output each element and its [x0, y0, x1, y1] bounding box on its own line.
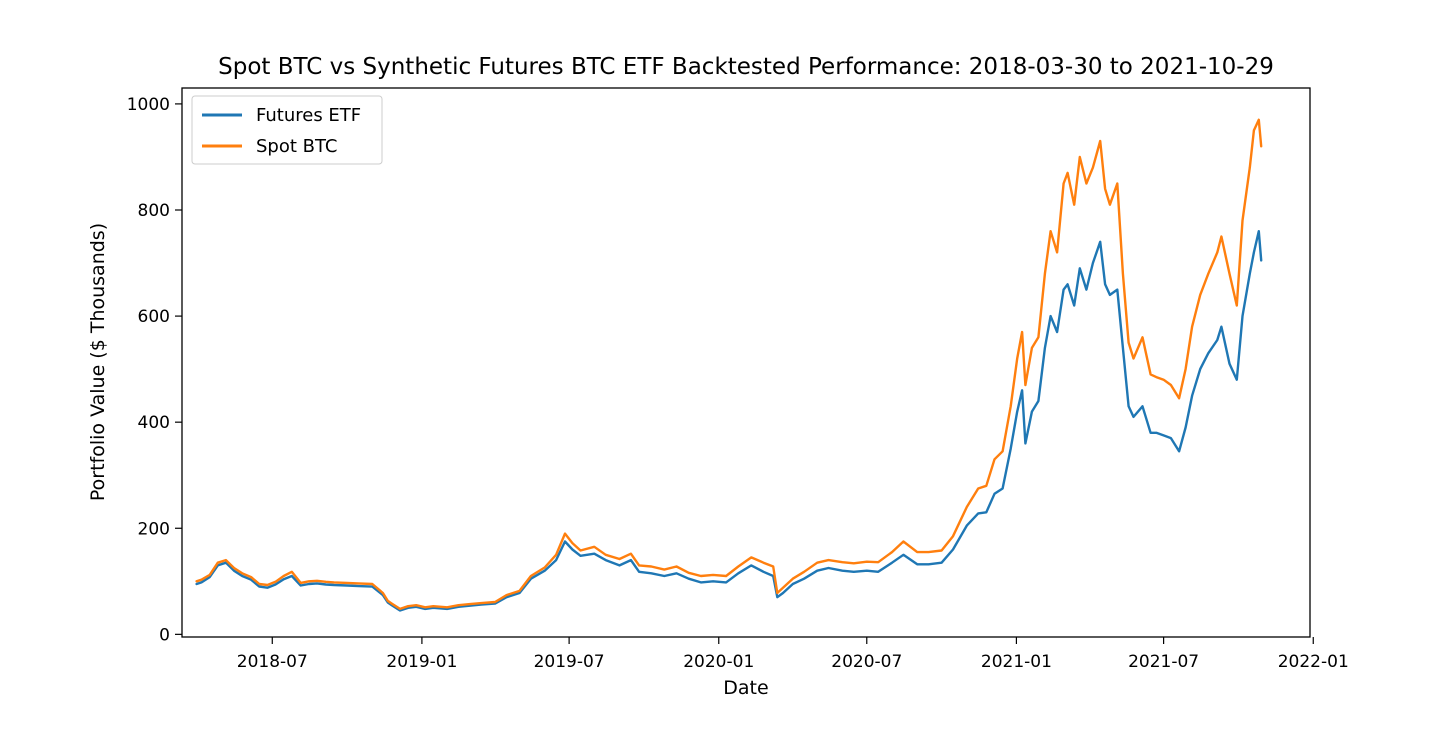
series-layer: [195, 118, 1263, 612]
plot-area-frame: [181, 87, 1311, 638]
x-axis-label: Date: [723, 677, 768, 699]
y-axis: 0 200 400 600 800 1000: [127, 95, 182, 645]
legend-label-spot-btc: Spot BTC: [256, 136, 338, 157]
x-tick-label: 2022-01: [1278, 652, 1349, 672]
y-tick-label: 800: [138, 201, 170, 221]
y-axis-label: Portfolio Value ($ Thousands): [87, 223, 109, 501]
x-tick-label: 2021-07: [1128, 652, 1199, 672]
y-tick-label: 1000: [127, 95, 170, 115]
series-line-futures-etf: [195, 229, 1263, 612]
legend-label-futures-etf: Futures ETF: [256, 105, 361, 126]
x-axis: 2018-07 2019-01 2019-07 2020-01 2020-07 2021-…: [237, 637, 1349, 672]
x-tick-label: 2019-07: [534, 652, 605, 672]
x-tick-label: 2018-07: [237, 652, 308, 672]
y-tick-label: 400: [138, 413, 170, 433]
y-tick-label: 0: [159, 625, 170, 645]
x-tick-label: 2020-01: [683, 652, 754, 672]
x-tick-label: 2019-01: [386, 652, 457, 672]
x-tick-label: 2020-07: [831, 652, 902, 672]
y-tick-label: 200: [138, 519, 170, 539]
series-line-spot-btc: [195, 118, 1263, 611]
legend: Futures ETF Spot BTC: [191, 95, 383, 165]
y-tick-label: 600: [138, 307, 170, 327]
chart-title: Spot BTC vs Synthetic Futures BTC ETF Ba…: [218, 54, 1274, 80]
x-tick-label: 2021-01: [981, 652, 1052, 672]
